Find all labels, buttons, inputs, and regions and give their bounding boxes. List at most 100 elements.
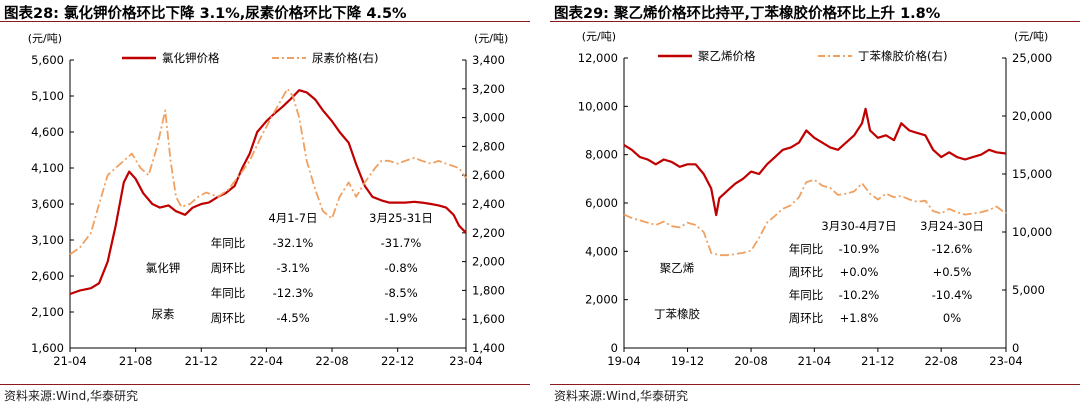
source-note: 资料来源:Wind,华泰研究 xyxy=(4,389,139,403)
right-tick-label: 2,600 xyxy=(472,168,505,182)
x-tick-label: 22-04 xyxy=(250,354,283,368)
left-tick-label: 5,100 xyxy=(31,89,64,103)
x-tick-label: 21-08 xyxy=(119,354,152,368)
right-tick-label: 20,000 xyxy=(1012,109,1052,123)
x-tick-label: 22-12 xyxy=(381,354,414,368)
annotation-value: +0.5% xyxy=(933,265,972,279)
chart-panel-pe-sbr: 图表29: 聚乙烯价格环比持平,丁苯橡胶价格环比上升 1.8% (元/吨) (元/… xyxy=(550,0,1080,410)
right-tick-label: 1,400 xyxy=(472,341,505,355)
x-tick-label: 19-12 xyxy=(671,354,704,368)
right-tick-label: 3,200 xyxy=(472,82,505,96)
series-line-2 xyxy=(623,178,1007,257)
legend-label: 聚乙烯价格 xyxy=(698,49,756,63)
right-tick-label: 5,000 xyxy=(1012,283,1045,297)
left-tick-label: 2,000 xyxy=(585,293,618,307)
right-tick-label: 2,800 xyxy=(472,139,505,153)
annotation-value: -8.5% xyxy=(384,286,417,300)
legend-label: 氯化钾价格 xyxy=(162,51,220,65)
left-tick-label: 10,000 xyxy=(578,99,618,113)
annotation-value: -10.2% xyxy=(839,288,880,302)
source-rule xyxy=(550,384,1080,385)
right-tick-label: 15,000 xyxy=(1012,167,1052,181)
x-tick-label: 20-08 xyxy=(734,354,767,368)
left-tick-label: 1,600 xyxy=(31,341,64,355)
right-tick-label: 1,600 xyxy=(472,312,505,326)
annotation-value: -12.3% xyxy=(273,286,314,300)
annotation-row-label: 周环比 xyxy=(789,265,824,279)
annotation-value: -31.7% xyxy=(381,236,422,250)
right-axis-unit: (元/吨) xyxy=(1014,30,1048,43)
x-tick-label: 21-12 xyxy=(185,354,218,368)
right-tick-label: 2,000 xyxy=(472,255,505,269)
source-rule xyxy=(0,384,530,385)
right-axis-unit: (元/吨) xyxy=(474,32,508,45)
left-tick-label: 8,000 xyxy=(585,148,618,162)
x-tick-label: 22-08 xyxy=(315,354,348,368)
right-tick-label: 0 xyxy=(1012,341,1019,355)
series-line-1 xyxy=(69,89,467,296)
x-tick-label: 22-08 xyxy=(924,354,957,368)
line-chart-pe-sbr: (元/吨) (元/吨) 0 2,000 4,000 6,000 8,000 10,000 12,… xyxy=(578,30,1053,368)
legend-label: 尿素价格(右) xyxy=(312,51,378,65)
left-tick-label: 4,100 xyxy=(31,161,64,175)
annotation-value: -0.8% xyxy=(384,261,417,275)
right-tick-label: 2,400 xyxy=(472,197,505,211)
chart-panel-potash-urea: 图表28: 氯化钾价格环比下降 3.1%,尿素价格环比下降 4.5% (元/吨)… xyxy=(0,0,530,410)
annotation-col-header: 3月30-4月7日 xyxy=(821,219,896,233)
left-tick-label: 4,600 xyxy=(31,125,64,139)
annotation-row-label: 年同比 xyxy=(211,236,246,250)
left-tick-label: 2,100 xyxy=(31,305,64,319)
annotation-row-label: 年同比 xyxy=(789,242,824,256)
left-tick-label: 5,600 xyxy=(31,53,64,67)
line-chart-potash-urea: (元/吨) (元/吨) 1,600 2,100 2,600 3,100 3,600 4,100… xyxy=(28,32,509,368)
left-axis-unit: (元/吨) xyxy=(28,32,62,45)
left-tick-label: 3,100 xyxy=(31,233,64,247)
annotation-row-label: 年同比 xyxy=(211,286,246,300)
chart-title: 图表29: 聚乙烯价格环比持平,丁苯橡胶价格环比上升 1.8% xyxy=(554,6,941,22)
annotation-col-header: 4月1-7日 xyxy=(268,211,317,225)
annotation-col-header: 3月24-30日 xyxy=(920,219,984,233)
right-tick-label: 25,000 xyxy=(1012,51,1052,65)
annotation-value: -10.4% xyxy=(932,288,973,302)
annotation-col-header: 3月25-31日 xyxy=(369,211,433,225)
annotation-row-label: 年同比 xyxy=(789,288,824,302)
annotation-value: -3.1% xyxy=(276,261,309,275)
right-tick-label: 10,000 xyxy=(1012,225,1052,239)
legend-label: 丁苯橡胶价格(右) xyxy=(858,49,947,63)
title-rule xyxy=(550,21,1080,22)
annotation-group-name: 丁苯橡胶 xyxy=(654,307,700,321)
x-tick-label: 19-04 xyxy=(607,354,640,368)
right-tick-label: 1,800 xyxy=(472,283,505,297)
series-line-2 xyxy=(69,87,467,256)
annotation-row-label: 周环比 xyxy=(211,261,246,275)
right-tick-label: 2,200 xyxy=(472,226,505,240)
annotation-value: -4.5% xyxy=(276,311,309,325)
left-tick-label: 4,000 xyxy=(585,244,618,258)
left-tick-label: 3,600 xyxy=(31,197,64,211)
chart-title: 图表28: 氯化钾价格环比下降 3.1%,尿素价格环比下降 4.5% xyxy=(4,6,407,22)
right-tick-label: 3,000 xyxy=(472,111,505,125)
source-note: 资料来源:Wind,华泰研究 xyxy=(554,389,689,403)
title-rule xyxy=(0,21,530,22)
left-tick-label: 2,600 xyxy=(31,269,64,283)
annotation-group-name: 氯化钾 xyxy=(146,261,181,275)
annotation-value: -12.6% xyxy=(932,242,973,256)
left-tick-label: 0 xyxy=(611,341,618,355)
annotation-value: -1.9% xyxy=(384,311,417,325)
x-tick-label: 21-12 xyxy=(861,354,894,368)
annotation-row-label: 周环比 xyxy=(211,311,246,325)
x-tick-label: 21-04 xyxy=(53,354,86,368)
annotation-value: -32.1% xyxy=(273,236,314,250)
annotation-value: +0.0% xyxy=(840,265,879,279)
annotation-value: +1.8% xyxy=(840,311,879,325)
right-tick-label: 3,400 xyxy=(472,53,505,67)
annotation-row-label: 周环比 xyxy=(789,311,824,325)
x-tick-label: 21-04 xyxy=(798,354,831,368)
x-tick-label: 23-04 xyxy=(989,354,1022,368)
annotation-group-name: 聚乙烯 xyxy=(660,261,695,275)
annotation-value: 0% xyxy=(943,311,961,325)
annotation-group-name: 尿素 xyxy=(152,307,175,321)
left-axis-unit: (元/吨) xyxy=(582,30,616,43)
annotation-value: -10.9% xyxy=(839,242,880,256)
